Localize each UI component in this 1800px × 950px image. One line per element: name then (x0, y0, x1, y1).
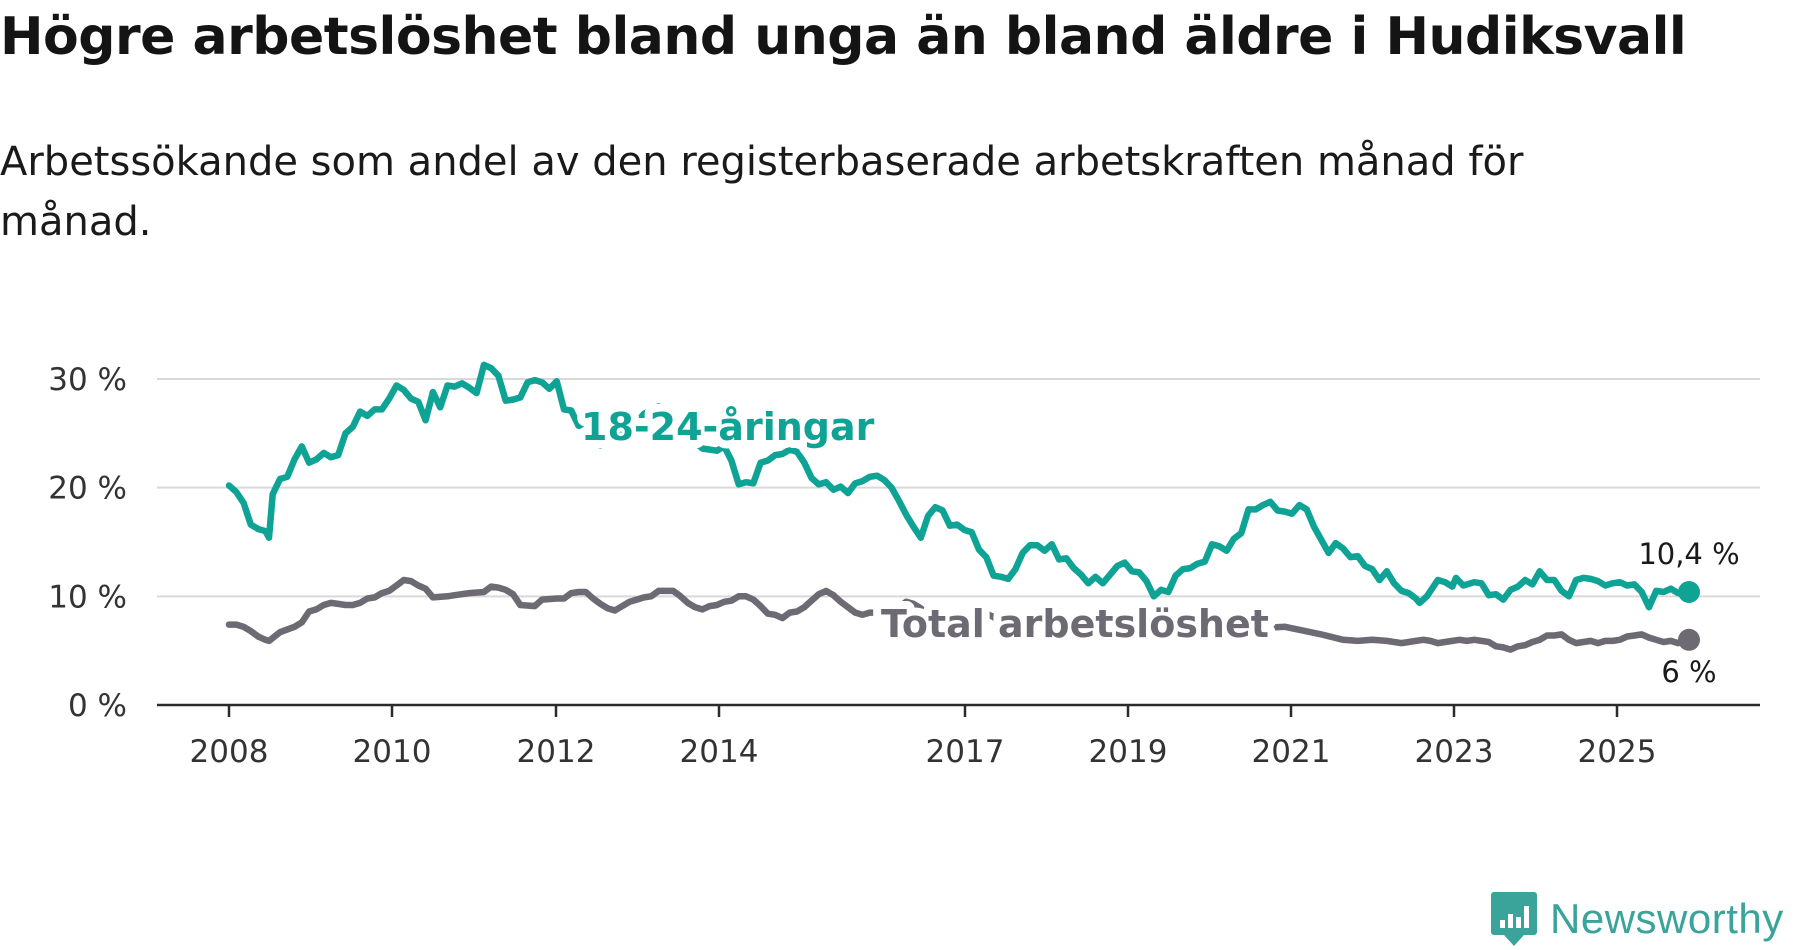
x-tick-label: 2021 (1252, 734, 1331, 770)
series-end-label-1: 6 % (1661, 655, 1716, 689)
brand-name: Newsworthy (1550, 895, 1784, 942)
x-tick-label: 2023 (1415, 734, 1494, 770)
series-end-label-0: 10,4 % (1638, 537, 1739, 571)
chart-title: Högre arbetslöshet bland unga än bland ä… (0, 7, 1687, 67)
chart-subtitle: Arbetssökande som andel av den registerb… (0, 139, 1524, 245)
gridlines (157, 378, 1760, 598)
series-labels: 10,4 %6 %18-24-åringar18-24-åringarTotal… (573, 397, 1740, 689)
y-axis-ticks: 0 % 10 % 20 % 30 % (48, 362, 127, 724)
x-axis-ticks: 2008 2010 2012 2014 2017 2019 2021 2023 2025 (190, 705, 1657, 770)
series-end-dot-1 (1678, 628, 1700, 651)
series-label-1: Total arbetslöshet (881, 602, 1269, 646)
series-end-dot-0 (1678, 580, 1700, 603)
y-tick-label: 20 % (48, 471, 127, 507)
y-tick-label: 30 % (48, 362, 127, 398)
y-tick-label: 10 % (48, 579, 127, 615)
newsworthy-logo-icon (1491, 892, 1537, 946)
series-lines (225, 361, 1700, 653)
x-tick-label: 2010 (353, 734, 432, 770)
series-label-halo: Total arbetslöshet (881, 602, 1269, 646)
newsworthy-logo: Newsworthy (1490, 888, 1784, 950)
series-line-1 (225, 576, 1693, 653)
x-tick-label: 2008 (190, 734, 269, 770)
x-tick-label: 2017 (926, 734, 1005, 770)
x-tick-label: 2014 (680, 734, 759, 770)
y-tick-label: 0 % (68, 688, 127, 724)
series-label-halo: 18-24-åringar (581, 405, 875, 449)
x-tick-label: 2012 (517, 734, 596, 770)
x-tick-label: 2019 (1089, 734, 1168, 770)
x-tick-label: 2025 (1578, 734, 1657, 770)
series-label-0: 18-24-åringar (581, 405, 875, 449)
series-line-0 (225, 361, 1693, 611)
